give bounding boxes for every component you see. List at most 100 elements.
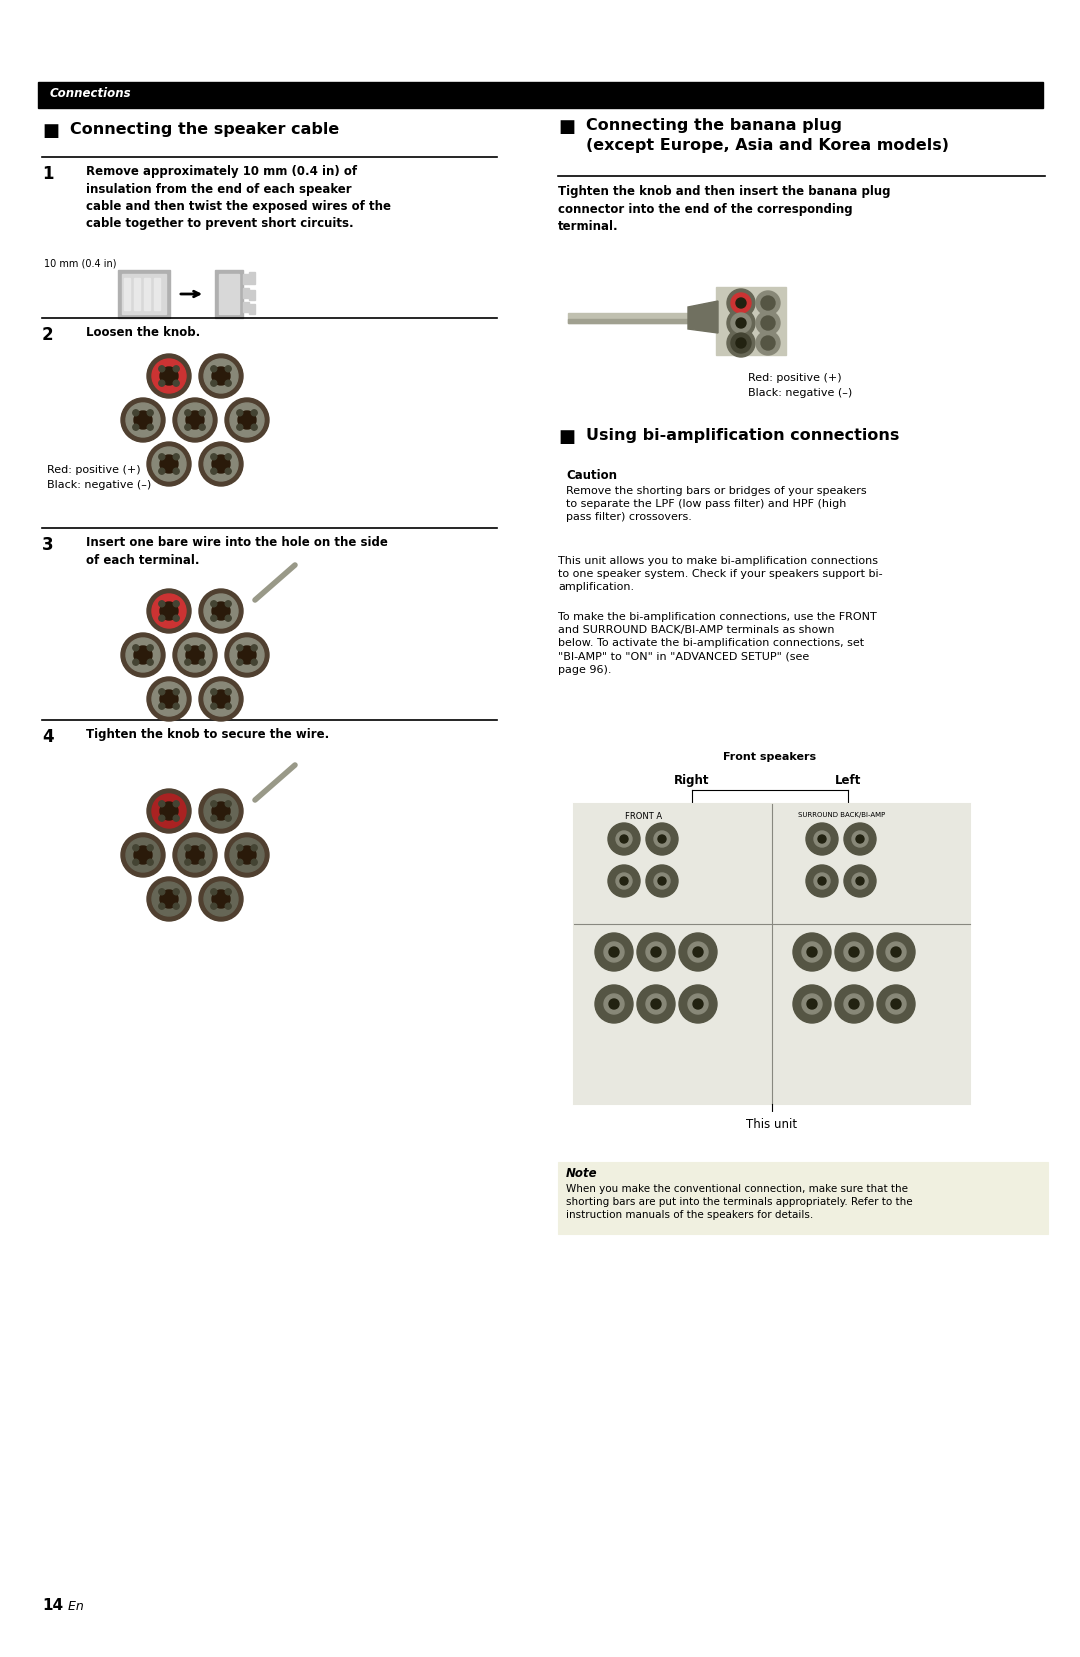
Circle shape — [237, 645, 243, 651]
Circle shape — [616, 873, 632, 890]
Text: Connections: Connections — [50, 88, 132, 99]
Circle shape — [204, 447, 238, 481]
Circle shape — [212, 890, 230, 908]
Circle shape — [658, 877, 666, 885]
Circle shape — [226, 454, 231, 459]
Circle shape — [204, 794, 238, 828]
Circle shape — [238, 847, 256, 863]
Bar — [144, 278, 150, 310]
Circle shape — [877, 933, 915, 971]
Circle shape — [252, 409, 257, 416]
Circle shape — [693, 948, 703, 958]
Circle shape — [185, 845, 191, 850]
Circle shape — [211, 888, 217, 895]
Circle shape — [173, 398, 217, 442]
Circle shape — [211, 469, 217, 474]
Circle shape — [226, 469, 231, 474]
Circle shape — [199, 845, 205, 850]
Bar — [122, 273, 166, 313]
Circle shape — [211, 454, 217, 459]
Bar — [118, 270, 170, 318]
Circle shape — [654, 873, 670, 890]
Circle shape — [147, 588, 191, 633]
Circle shape — [843, 994, 864, 1014]
Text: –: – — [852, 940, 856, 949]
Circle shape — [185, 860, 191, 865]
Circle shape — [204, 683, 238, 716]
Circle shape — [226, 601, 231, 606]
Text: Loosen the knob.: Loosen the knob. — [86, 326, 200, 340]
Circle shape — [756, 292, 780, 315]
Circle shape — [159, 366, 165, 371]
Bar — [573, 804, 970, 1104]
Circle shape — [843, 941, 864, 963]
Circle shape — [654, 832, 670, 847]
Text: 1: 1 — [42, 166, 54, 182]
Text: –: – — [653, 940, 658, 949]
Circle shape — [204, 360, 238, 393]
Circle shape — [688, 994, 708, 1014]
Circle shape — [756, 331, 780, 355]
Circle shape — [238, 411, 256, 429]
Circle shape — [877, 984, 915, 1022]
Circle shape — [121, 633, 165, 678]
Circle shape — [211, 815, 217, 822]
Circle shape — [237, 845, 243, 850]
Text: En: En — [64, 1601, 84, 1612]
Circle shape — [159, 601, 165, 606]
Circle shape — [186, 847, 204, 863]
Circle shape — [199, 409, 205, 416]
Circle shape — [595, 933, 633, 971]
Circle shape — [121, 398, 165, 442]
Circle shape — [679, 933, 717, 971]
Circle shape — [147, 659, 153, 664]
Circle shape — [238, 646, 256, 664]
Bar — [568, 320, 688, 323]
Bar — [249, 303, 255, 313]
Circle shape — [160, 601, 178, 620]
Text: Black: negative (–): Black: negative (–) — [748, 388, 852, 398]
Circle shape — [147, 877, 191, 921]
Circle shape — [211, 703, 217, 709]
Circle shape — [891, 999, 901, 1009]
Circle shape — [199, 588, 243, 633]
Circle shape — [173, 633, 217, 678]
Circle shape — [173, 703, 179, 709]
Circle shape — [252, 424, 257, 431]
Circle shape — [252, 659, 257, 664]
Circle shape — [604, 994, 624, 1014]
Circle shape — [133, 645, 139, 651]
Circle shape — [225, 398, 269, 442]
Circle shape — [173, 601, 179, 606]
Circle shape — [159, 379, 165, 386]
Bar — [716, 287, 786, 355]
Circle shape — [133, 424, 139, 431]
Circle shape — [818, 835, 826, 843]
Bar — [568, 313, 688, 323]
Text: 14: 14 — [42, 1597, 63, 1612]
Circle shape — [211, 903, 217, 910]
Circle shape — [147, 860, 153, 865]
Circle shape — [843, 865, 876, 896]
Bar — [716, 287, 786, 355]
Circle shape — [186, 411, 204, 429]
Circle shape — [856, 835, 864, 843]
Bar — [219, 273, 239, 313]
Polygon shape — [688, 302, 718, 333]
Circle shape — [133, 845, 139, 850]
Text: Insert one bare wire into the hole on the side
of each terminal.: Insert one bare wire into the hole on th… — [86, 535, 388, 567]
Circle shape — [237, 659, 243, 664]
Circle shape — [693, 999, 703, 1009]
Circle shape — [159, 615, 165, 621]
Circle shape — [147, 442, 191, 486]
Circle shape — [609, 999, 619, 1009]
Text: Using bi-amplification connections: Using bi-amplification connections — [586, 428, 900, 442]
Circle shape — [185, 645, 191, 651]
Circle shape — [891, 948, 901, 958]
Circle shape — [849, 999, 859, 1009]
Circle shape — [679, 984, 717, 1022]
Circle shape — [237, 860, 243, 865]
Circle shape — [646, 865, 678, 896]
Circle shape — [204, 593, 238, 628]
Circle shape — [199, 355, 243, 398]
